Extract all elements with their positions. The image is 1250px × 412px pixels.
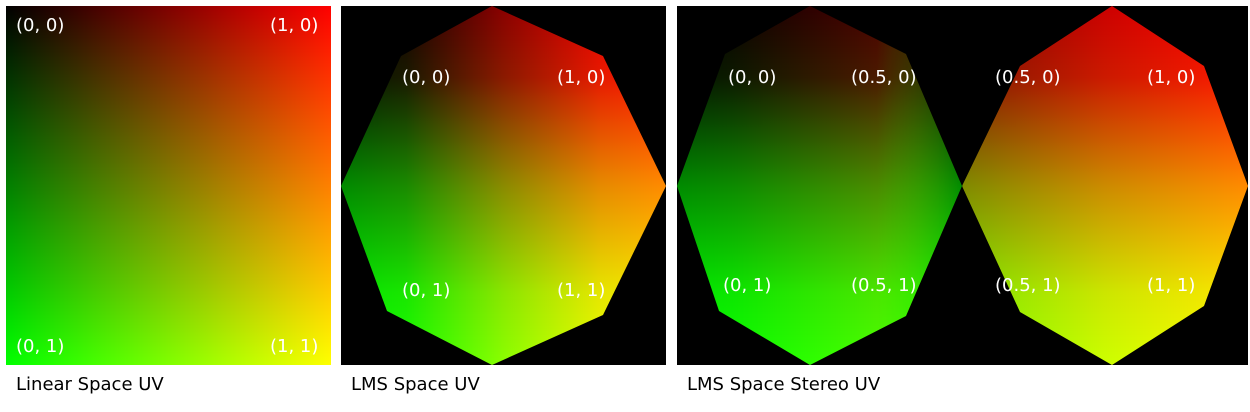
label-top-right: (1, 0) (557, 67, 606, 88)
label-bottom-right: (1, 1) (557, 280, 606, 301)
label-right-bottom-left: (0.5, 1) (995, 275, 1061, 296)
linear-uv-caption: Linear Space UV (16, 374, 164, 395)
label-right-bottom-right: (1, 1) (1147, 275, 1196, 296)
linear-uv-panel: (0, 0) (1, 0) (0, 1) (1, 1) (6, 6, 331, 365)
label-right-top-right: (1, 0) (1147, 67, 1196, 88)
lms-uv-panel: (0, 0) (1, 0) (0, 1) (1, 1) (341, 6, 666, 365)
label-top-left: (0, 0) (402, 67, 451, 88)
label-bottom-right: (1, 1) (270, 336, 319, 357)
label-left-bottom-right: (0.5, 1) (851, 275, 917, 296)
label-top-left: (0, 0) (16, 15, 65, 36)
label-right-top-left: (0.5, 0) (995, 67, 1061, 88)
label-bottom-left: (0, 1) (16, 336, 65, 357)
label-bottom-left: (0, 1) (402, 280, 451, 301)
lms-stereo-uv-caption: LMS Space Stereo UV (687, 374, 881, 395)
lms-uv-octagon (341, 6, 666, 365)
linear-uv-gradient (6, 6, 331, 365)
lms-stereo-octagons (677, 6, 1248, 365)
label-left-top-right: (0.5, 0) (851, 67, 917, 88)
lms-uv-caption: LMS Space UV (351, 374, 480, 395)
label-top-right: (1, 0) (270, 15, 319, 36)
label-left-top-left: (0, 0) (728, 67, 777, 88)
lms-stereo-uv-panel: (0, 0) (0.5, 0) (0, 1) (0.5, 1) (0.5, 0)… (677, 6, 1248, 365)
label-left-bottom-left: (0, 1) (723, 275, 772, 296)
